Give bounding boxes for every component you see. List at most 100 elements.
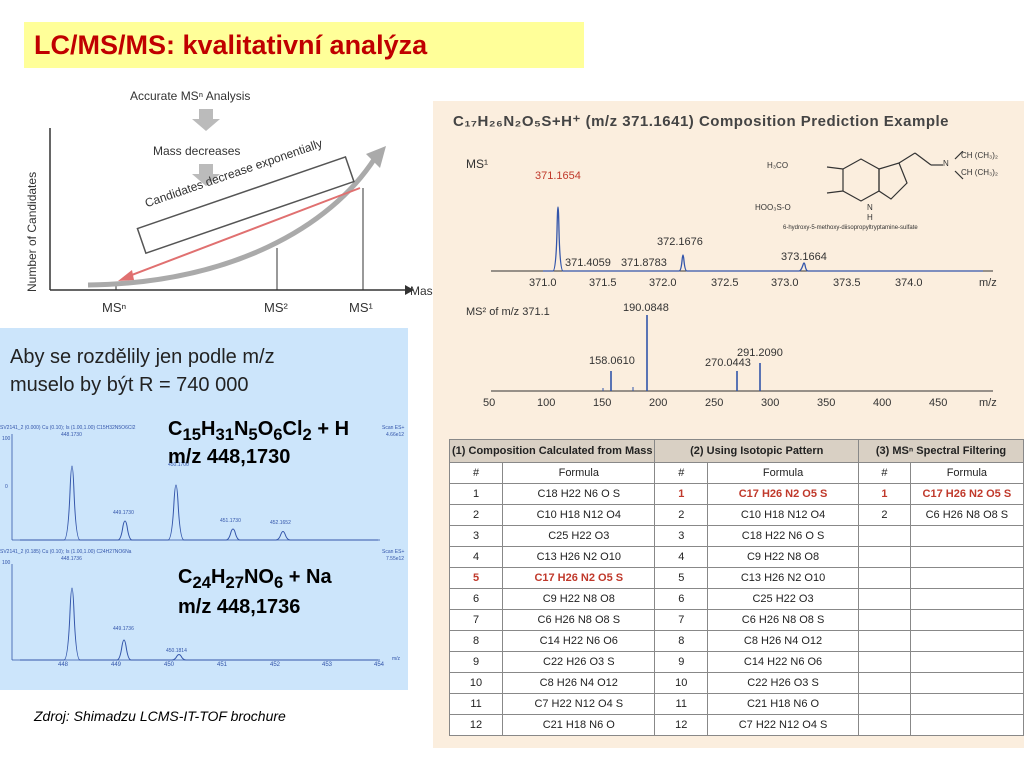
formula-cell: C25 H22 O3 bbox=[502, 525, 656, 547]
formula-cell bbox=[858, 588, 911, 610]
row-number: 6 bbox=[654, 588, 709, 610]
x-axis-label: Mass bbox=[410, 284, 439, 298]
table-row: 8 C14 H22 N6 O6 8 C8 H26 N4 O12 bbox=[448, 630, 1024, 652]
formula-cell: C8 H26 N4 O12 bbox=[502, 672, 656, 694]
row-number: 11 bbox=[654, 693, 709, 715]
formula-cell: C22 H26 O3 S bbox=[502, 651, 656, 673]
ms1-spectrum bbox=[491, 206, 993, 272]
ms1-peak-label: 373.1664 bbox=[781, 251, 827, 263]
resolution-panel: Aby se rozdělily jen podle m/z muselo by… bbox=[0, 328, 408, 690]
row-number: 8 bbox=[448, 630, 504, 652]
ms2-peak-label: 291.2090 bbox=[737, 347, 783, 359]
formula-cell bbox=[858, 609, 911, 631]
ms2-peak-label: 190.0848 bbox=[623, 302, 669, 314]
row-number: 2 bbox=[448, 504, 504, 526]
ms2-x-tick: 200 bbox=[649, 397, 668, 409]
row-number: 7 bbox=[448, 609, 504, 631]
formula-cell bbox=[909, 693, 1024, 715]
spectrum-1-header: SV2141_2 (0.000) Cu (0.10); Is (1.00,1.0… bbox=[0, 425, 136, 431]
formula-2: C24H27NO6 + Na bbox=[178, 566, 332, 592]
title-box: LC/MS/MS: kvalitativní analýza bbox=[24, 22, 584, 68]
ms1-x-unit: m/z bbox=[979, 277, 997, 289]
row-number: 1 bbox=[654, 483, 709, 505]
resolution-text-1: Aby se rozdělily jen podle m/z bbox=[10, 346, 275, 368]
structure-label: H₃CO bbox=[767, 161, 789, 170]
row-number: 8 bbox=[654, 630, 709, 652]
structure-label: CH (CH₃)₂ bbox=[961, 151, 999, 160]
formula-cell bbox=[858, 567, 911, 589]
structure-label: HOO₃S-O bbox=[755, 203, 791, 212]
table-body: 1 C18 H22 N6 O S 1 C17 H26 N2 O5 S 1 C17 H26 … bbox=[448, 483, 1024, 736]
formula-cell: C21 H18 N6 O bbox=[707, 693, 860, 715]
formula-cell: C21 H18 N6 O bbox=[502, 714, 656, 736]
formula-cell: C9 H22 N8 O8 bbox=[707, 546, 860, 568]
ms2-x-tick: 450 bbox=[929, 397, 948, 409]
candidates-box bbox=[136, 155, 355, 255]
slide-title: LC/MS/MS: kvalitativní analýza bbox=[34, 30, 428, 60]
spec1-peak-label: 450.1700 bbox=[168, 462, 189, 468]
formula-cell bbox=[858, 672, 911, 694]
ms1-peak-label: 371.1654 bbox=[535, 170, 581, 182]
spec2-peak-label: 448.1736 bbox=[61, 556, 82, 562]
table-row: 6 C9 H22 N8 O8 6 C25 H22 O3 bbox=[448, 588, 1024, 610]
tick-label-ms2: MS² bbox=[264, 300, 288, 315]
row-number: 6 bbox=[448, 588, 504, 610]
row-number: 12 bbox=[448, 714, 504, 736]
col-formula-header: Formula bbox=[502, 462, 656, 484]
ms2-spectrum bbox=[491, 315, 993, 392]
formula-cell bbox=[858, 651, 911, 673]
row-number: 3 bbox=[448, 525, 504, 547]
formula-cell: C7 H22 N12 O4 S bbox=[707, 714, 860, 736]
spectrum-1-trace bbox=[20, 465, 378, 541]
table-row: 9 C22 H26 O3 S 9 C14 H22 N6 O6 bbox=[448, 651, 1024, 673]
formula-cell: C8 H26 N4 O12 bbox=[707, 630, 860, 652]
formula-cell bbox=[909, 609, 1024, 631]
spec2-peak-label: 449.1736 bbox=[113, 626, 134, 632]
table-row: 3 C25 H22 O3 3 C18 H22 N6 O S bbox=[448, 525, 1024, 547]
row-number: 10 bbox=[654, 672, 709, 694]
spec1-peak-label: 451.1730 bbox=[220, 518, 241, 524]
structure-label: H bbox=[867, 213, 873, 222]
tick-label-ms1: MS¹ bbox=[349, 300, 373, 315]
formula-1-mz: m/z 448,1730 bbox=[168, 446, 291, 468]
ms2-label: MS² of m/z 371.1 bbox=[466, 306, 550, 318]
row-number: 11 bbox=[448, 693, 504, 715]
formula-cell: C10 H18 N12 O4 bbox=[707, 504, 860, 526]
row-number: 9 bbox=[448, 651, 504, 673]
ms2-x-tick: 300 bbox=[761, 397, 780, 409]
row-number: 1 bbox=[858, 483, 911, 505]
group-header-2: (2) Using Isotopic Pattern bbox=[654, 439, 860, 463]
spec2-x-tick: 448 bbox=[58, 662, 69, 668]
spectrum-2 bbox=[11, 564, 380, 661]
formula-cell: C9 H22 N8 O8 bbox=[502, 588, 656, 610]
ms1-peak-label: 371.4059 bbox=[565, 257, 611, 269]
ms2-x-tick: 400 bbox=[873, 397, 892, 409]
spectrum-2-trace bbox=[20, 587, 378, 661]
table-row: 7 C6 H26 N8 O8 S 7 C6 H26 N8 O8 S bbox=[448, 609, 1024, 631]
composition-table: (1) Composition Calculated from Mass (2)… bbox=[448, 439, 1024, 736]
formula-cell bbox=[858, 630, 911, 652]
table-row: 5 C17 H26 N2 O5 S 5 C13 H26 N2 O10 bbox=[448, 567, 1024, 589]
group-header-1: (1) Composition Calculated from Mass bbox=[448, 439, 656, 463]
table-row: 4 C13 H26 N2 O10 4 C9 H22 N8 O8 bbox=[448, 546, 1024, 568]
tick-label-msn: MSⁿ bbox=[102, 300, 127, 315]
row-number: 9 bbox=[654, 651, 709, 673]
arrow-icon bbox=[118, 270, 134, 281]
formula-cell bbox=[909, 567, 1024, 589]
ms1-x-tick: 372.5 bbox=[711, 277, 739, 289]
formula-cell bbox=[909, 588, 1024, 610]
ms2-peak-label: 270.0443 bbox=[705, 357, 751, 369]
down-arrow-icon bbox=[192, 164, 220, 186]
ms1-x-tick: 371.0 bbox=[529, 277, 557, 289]
down-arrow-icon bbox=[192, 109, 220, 131]
formula-cell bbox=[858, 525, 911, 547]
resolution-text-2: muselo by být R = 740 000 bbox=[10, 374, 249, 396]
col-formula-header: Formula bbox=[909, 462, 1024, 484]
spectrum-2-scan: Scan ES+ bbox=[382, 549, 405, 555]
formula-1: C15H31N5O6Cl2 + H bbox=[168, 418, 350, 444]
formula-cell: C13 H26 N2 O10 bbox=[502, 546, 656, 568]
formula-cell: C18 H22 N6 O S bbox=[707, 525, 860, 547]
ms2-x-tick: 50 bbox=[483, 397, 496, 409]
ms2-x-tick: 350 bbox=[817, 397, 836, 409]
candidates-diagram bbox=[49, 109, 414, 295]
